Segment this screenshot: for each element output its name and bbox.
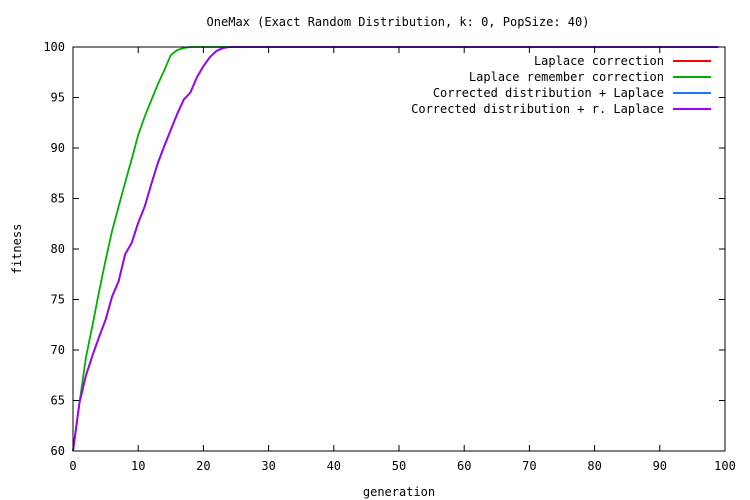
x-tick-label: 30: [261, 459, 275, 473]
y-tick-label: 65: [51, 394, 65, 408]
x-axis-label: generation: [363, 485, 435, 499]
legend-label: Laplace remember correction: [469, 70, 664, 84]
chart-title: OneMax (Exact Random Distribution, k: 0,…: [207, 15, 590, 29]
y-axis: 60 65 70 75 80 85 90 95 100: [43, 40, 725, 458]
x-tick-label: 0: [69, 459, 76, 473]
y-tick-label: 90: [51, 141, 65, 155]
legend-label: Corrected distribution + Laplace: [433, 86, 664, 100]
y-tick-label: 75: [51, 293, 65, 307]
y-tick-label: 100: [43, 40, 65, 54]
legend: Laplace correction Laplace remember corre…: [411, 54, 711, 116]
x-tick-label: 80: [587, 459, 601, 473]
y-tick-label: 85: [51, 192, 65, 206]
x-tick-label: 60: [457, 459, 471, 473]
x-axis: 0 10 20 30 40 50 60 70 80 90 100: [69, 47, 736, 473]
x-tick-label: 100: [714, 459, 736, 473]
x-tick-label: 90: [653, 459, 667, 473]
x-tick-label: 70: [522, 459, 536, 473]
legend-label: Corrected distribution + r. Laplace: [411, 102, 664, 116]
x-tick-label: 40: [327, 459, 341, 473]
y-tick-label: 95: [51, 91, 65, 105]
y-axis-label: fitness: [10, 224, 24, 275]
legend-label: Laplace correction: [534, 54, 664, 68]
y-tick-label: 70: [51, 343, 65, 357]
x-tick-label: 20: [196, 459, 210, 473]
y-tick-label: 60: [51, 444, 65, 458]
y-tick-label: 80: [51, 242, 65, 256]
x-tick-label: 10: [131, 459, 145, 473]
x-tick-label: 50: [392, 459, 406, 473]
